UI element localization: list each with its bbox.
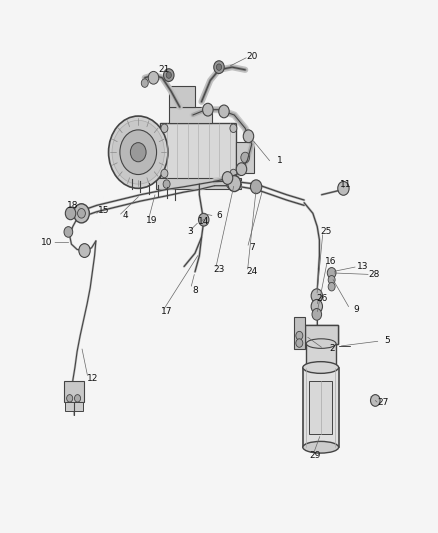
Circle shape	[222, 172, 233, 184]
Circle shape	[311, 289, 322, 303]
Text: 24: 24	[246, 268, 258, 276]
Bar	[306, 344, 336, 368]
Bar	[160, 123, 237, 179]
Circle shape	[131, 143, 146, 162]
Text: 7: 7	[249, 244, 254, 253]
Ellipse shape	[306, 363, 336, 372]
Text: 20: 20	[246, 52, 258, 61]
Text: 19: 19	[145, 216, 157, 225]
Bar	[169, 107, 212, 123]
Circle shape	[65, 207, 76, 220]
Bar	[237, 142, 254, 173]
Ellipse shape	[303, 441, 339, 453]
Circle shape	[296, 332, 303, 340]
Circle shape	[166, 72, 171, 78]
Circle shape	[230, 169, 237, 177]
Text: 17: 17	[161, 307, 173, 316]
Text: 4: 4	[122, 212, 128, 221]
Circle shape	[312, 309, 321, 320]
Text: 2: 2	[330, 344, 336, 353]
Text: 12: 12	[87, 374, 98, 383]
Circle shape	[64, 227, 73, 237]
Circle shape	[328, 276, 335, 284]
Circle shape	[371, 394, 380, 406]
Text: 5: 5	[384, 336, 390, 345]
Circle shape	[161, 169, 168, 177]
Ellipse shape	[303, 362, 339, 373]
Text: 6: 6	[216, 212, 222, 221]
Bar	[305, 325, 338, 344]
Circle shape	[148, 71, 159, 84]
Text: 1: 1	[277, 156, 283, 165]
Text: 23: 23	[213, 265, 225, 273]
Circle shape	[198, 213, 209, 226]
Circle shape	[236, 163, 247, 175]
Circle shape	[214, 61, 224, 74]
Text: 18: 18	[67, 201, 78, 210]
Circle shape	[241, 152, 250, 163]
Text: 11: 11	[340, 180, 351, 189]
Bar	[303, 368, 339, 447]
Circle shape	[74, 204, 89, 223]
Bar	[65, 401, 83, 411]
Circle shape	[109, 116, 168, 188]
Text: 15: 15	[98, 206, 109, 215]
Circle shape	[78, 208, 85, 218]
Text: 3: 3	[188, 228, 194, 237]
Circle shape	[243, 130, 254, 143]
Text: 26: 26	[316, 294, 327, 303]
Text: 9: 9	[353, 304, 360, 313]
Circle shape	[74, 394, 81, 402]
Bar	[64, 381, 84, 402]
Bar	[155, 177, 241, 189]
Text: 14: 14	[198, 217, 209, 226]
Circle shape	[112, 120, 164, 184]
Ellipse shape	[306, 339, 336, 349]
Text: 10: 10	[41, 238, 52, 247]
Text: 29: 29	[309, 451, 321, 460]
Text: 16: 16	[325, 257, 336, 265]
Bar	[294, 317, 305, 349]
Bar	[169, 86, 195, 107]
Text: 25: 25	[320, 228, 332, 237]
Circle shape	[219, 105, 229, 118]
Circle shape	[203, 103, 213, 116]
Circle shape	[338, 181, 349, 195]
Circle shape	[161, 124, 168, 133]
Circle shape	[226, 180, 233, 188]
Circle shape	[228, 175, 241, 191]
Circle shape	[328, 282, 335, 291]
Bar	[305, 325, 338, 344]
Bar	[309, 381, 332, 434]
Circle shape	[311, 300, 322, 313]
Circle shape	[79, 244, 90, 257]
Circle shape	[141, 79, 148, 87]
Text: 28: 28	[368, 270, 380, 279]
Circle shape	[251, 180, 262, 193]
Circle shape	[163, 69, 174, 82]
Circle shape	[163, 180, 170, 188]
Circle shape	[67, 394, 73, 402]
Circle shape	[216, 64, 222, 70]
Text: 27: 27	[377, 398, 389, 407]
Text: 21: 21	[159, 66, 170, 74]
Circle shape	[296, 339, 303, 348]
Text: 8: 8	[192, 286, 198, 295]
Text: 13: 13	[357, 262, 369, 271]
Circle shape	[327, 268, 336, 278]
Circle shape	[230, 124, 237, 133]
Circle shape	[120, 130, 156, 174]
